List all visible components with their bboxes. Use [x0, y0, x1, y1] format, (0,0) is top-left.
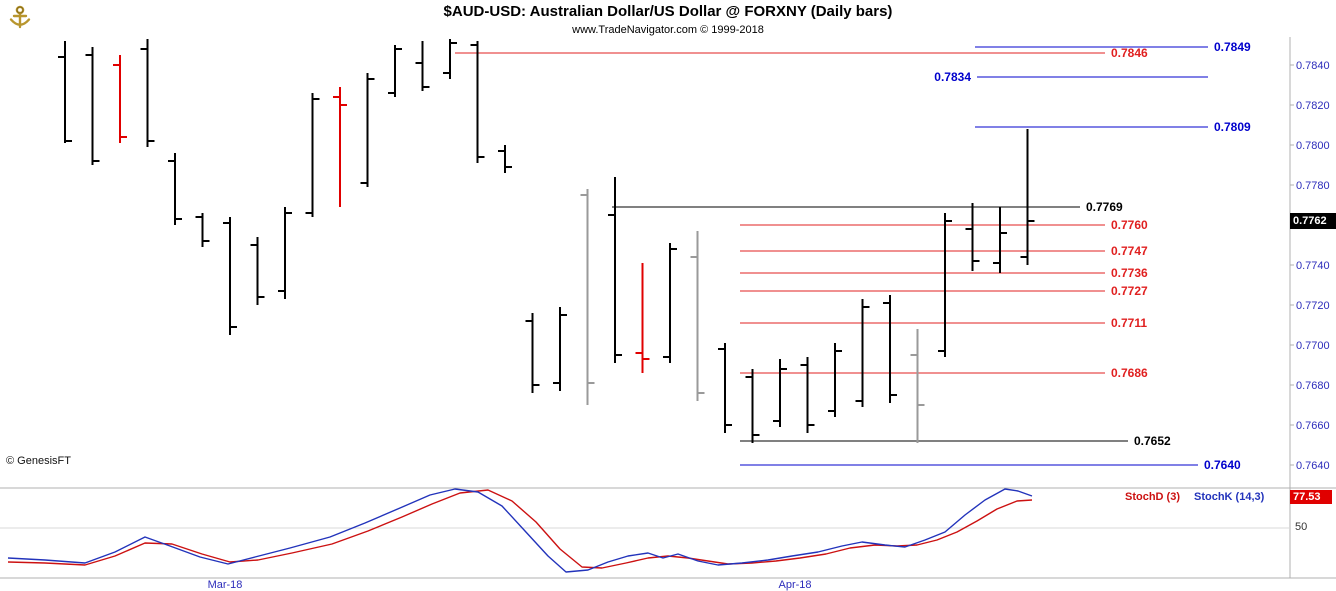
- stoch-k-legend: StochK (14,3): [1194, 491, 1265, 503]
- level-label-0.7652: 0.7652: [1134, 434, 1171, 448]
- chart-subtitle: www.TradeNavigator.com © 1999-2018: [572, 24, 764, 36]
- level-label-0.7760: 0.7760: [1111, 218, 1148, 232]
- price-tick-label-0.7660: 0.7660: [1296, 420, 1330, 432]
- price-tick-label-0.7740: 0.7740: [1296, 260, 1330, 272]
- level-label-0.7834: 0.7834: [934, 70, 971, 84]
- date-label-mar-18: Mar-18: [207, 579, 243, 591]
- level-label-0.7747: 0.7747: [1111, 244, 1148, 258]
- genesis-anchor-logo-icon: [9, 5, 31, 29]
- level-label-0.7846: 0.7846: [1111, 46, 1148, 60]
- level-label-0.7769: 0.7769: [1086, 200, 1123, 214]
- stoch-d-legend: StochD (3): [1125, 491, 1180, 503]
- level-label-0.7686: 0.7686: [1111, 366, 1148, 380]
- stoch-value-badge: 77.53: [1290, 490, 1332, 504]
- last-price-badge: 0.7762: [1290, 213, 1336, 229]
- stoch-axis-tick-50: 50: [1295, 521, 1308, 533]
- price-tick-label-0.7680: 0.7680: [1296, 380, 1330, 392]
- level-label-0.7736: 0.7736: [1111, 266, 1148, 280]
- level-label-0.7809: 0.7809: [1214, 120, 1251, 134]
- price-tick-label-0.7820: 0.7820: [1296, 100, 1330, 112]
- price-tick-label-0.7640: 0.7640: [1296, 460, 1330, 472]
- level-label-0.7849: 0.7849: [1214, 40, 1251, 54]
- price-tick-label-0.7720: 0.7720: [1296, 300, 1330, 312]
- price-tick-label-0.7780: 0.7780: [1296, 180, 1330, 192]
- chart-title: $AUD-USD: Australian Dollar/US Dollar @ …: [443, 3, 893, 20]
- stoch-k-line: [7, 488, 1033, 573]
- price-tick-label-0.7840: 0.7840: [1296, 60, 1330, 72]
- level-label-0.7640: 0.7640: [1204, 458, 1241, 472]
- genesis-watermark: © GenesisFT: [6, 455, 71, 467]
- level-label-0.7711: 0.7711: [1111, 316, 1147, 330]
- price-tick-label-0.7700: 0.7700: [1296, 340, 1330, 352]
- price-tick-label-0.7800: 0.7800: [1296, 140, 1330, 152]
- date-label-apr-18: Apr-18: [778, 579, 812, 591]
- level-label-0.7727: 0.7727: [1111, 284, 1148, 298]
- stoch-d-line: [7, 489, 1033, 569]
